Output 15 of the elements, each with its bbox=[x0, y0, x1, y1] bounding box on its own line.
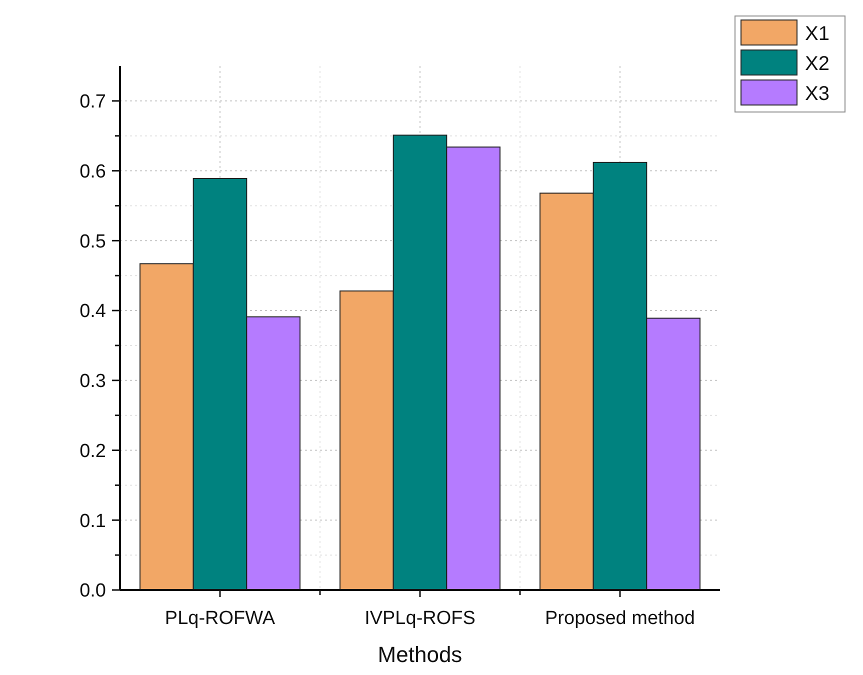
legend-label: X3 bbox=[805, 83, 830, 105]
y-tick-label: 0.5 bbox=[80, 231, 106, 252]
y-tick-label: 0.0 bbox=[80, 580, 106, 602]
y-tick-label: 0.1 bbox=[80, 510, 106, 532]
legend-label: X1 bbox=[805, 23, 830, 45]
x-tick-label: Proposed method bbox=[545, 608, 695, 629]
y-tick-label: 0.7 bbox=[80, 92, 106, 113]
x-tick-label: IVPLq-ROFS bbox=[364, 608, 476, 629]
x-tick-label: PLq-ROFWA bbox=[164, 608, 276, 629]
y-tick-label: 0.6 bbox=[80, 161, 106, 182]
y-tick-label: 0.2 bbox=[80, 440, 106, 462]
y-tick-label: 0.4 bbox=[80, 301, 106, 322]
y-tick-label: 0.3 bbox=[80, 371, 106, 392]
x-axis-title: Methods bbox=[378, 642, 462, 667]
legend-label: X2 bbox=[805, 53, 830, 75]
